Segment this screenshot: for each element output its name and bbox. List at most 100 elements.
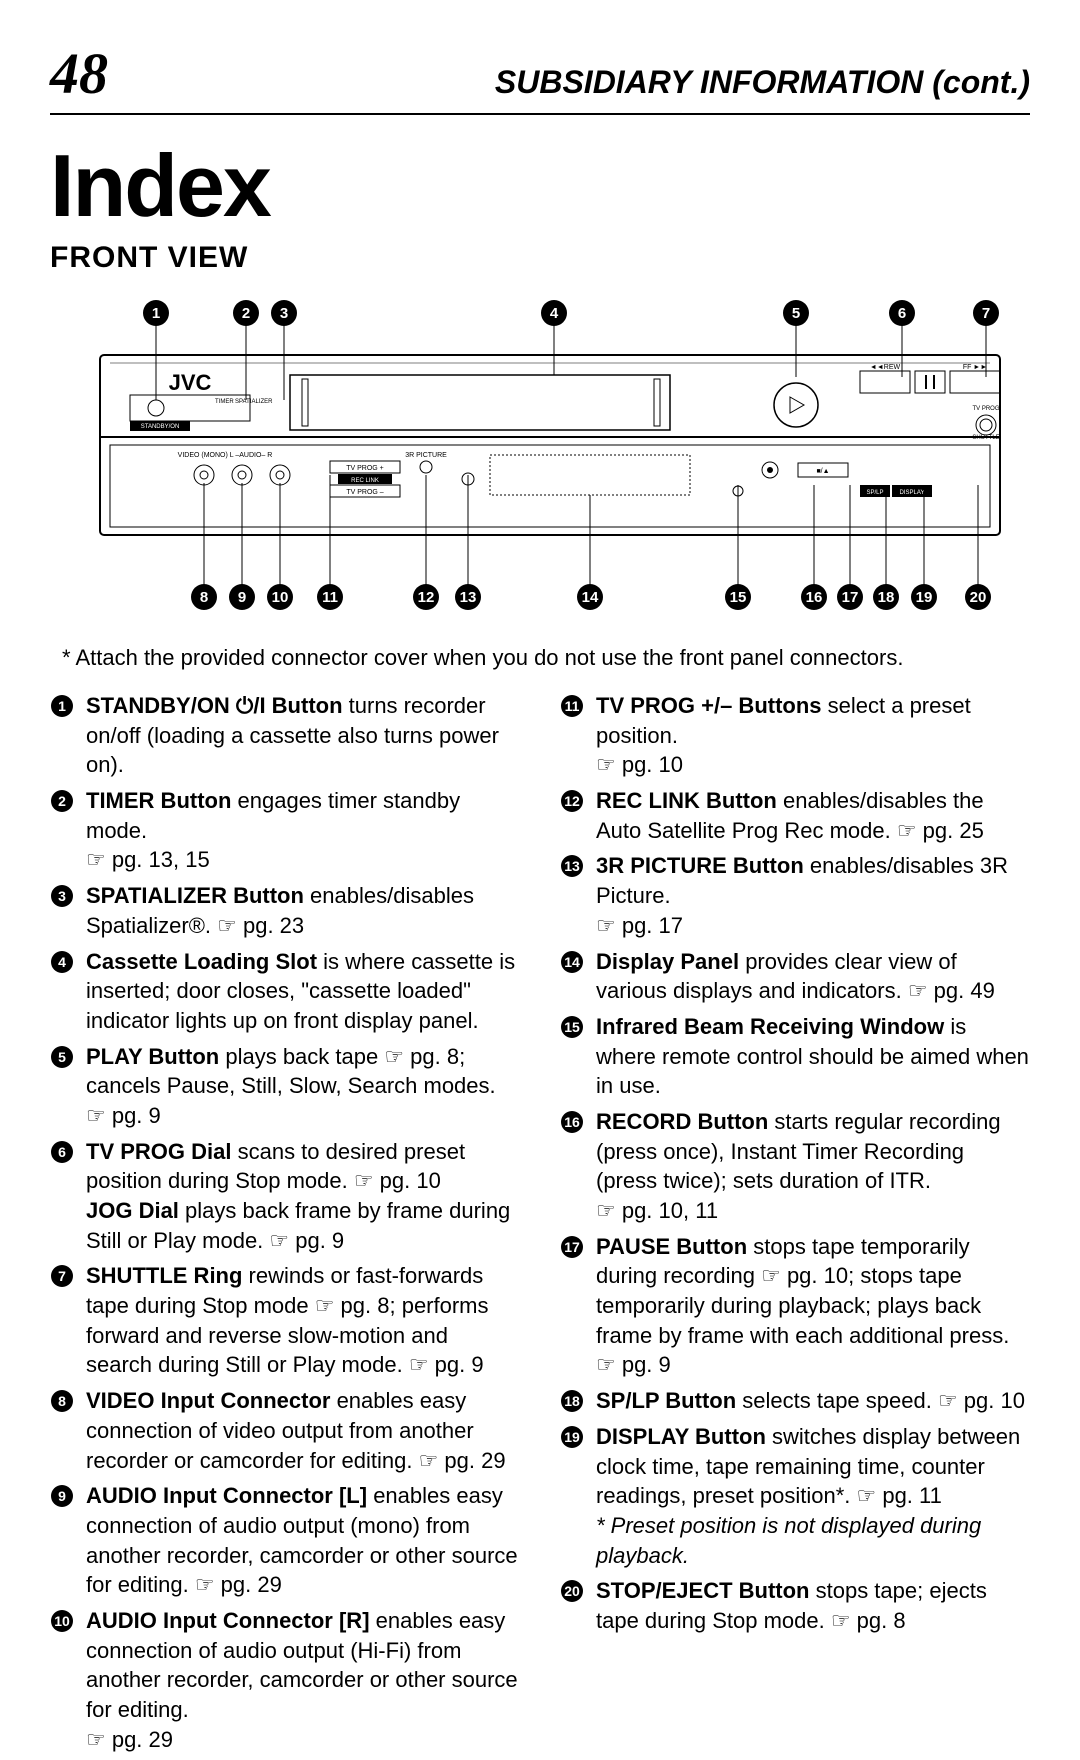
svg-text:2: 2	[58, 793, 66, 809]
svg-text:STANDBY/ON: STANDBY/ON	[141, 424, 180, 430]
left-column: 1 STANDBY/ON ⏻/I Button turns recorder o…	[50, 691, 520, 1760]
index-item-19: 19 DISPLAY Button switches display betwe…	[560, 1422, 1030, 1570]
svg-text:TV PROG: TV PROG	[972, 406, 999, 412]
svg-text:15: 15	[730, 589, 747, 606]
svg-text:◄◄REW: ◄◄REW	[870, 364, 901, 371]
page-header: 48 SUBSIDIARY INFORMATION (cont.)	[50, 40, 1030, 115]
svg-text:8: 8	[58, 1393, 66, 1409]
svg-text:8: 8	[200, 589, 208, 606]
index-item-text: REC LINK Button enables/disables the Aut…	[596, 786, 1030, 845]
bullet-icon: 1	[50, 694, 78, 718]
svg-text:16: 16	[806, 589, 823, 606]
svg-text:5: 5	[58, 1049, 66, 1065]
svg-text:18: 18	[564, 1393, 580, 1409]
index-item-14: 14 Display Panel provides clear view of …	[560, 947, 1030, 1006]
bullet-icon: 13	[560, 854, 588, 878]
svg-text:TIMER: TIMER	[215, 399, 234, 405]
bullet-icon: 18	[560, 1389, 588, 1413]
bullet-icon: 3	[50, 884, 78, 908]
svg-text:6: 6	[58, 1144, 66, 1160]
index-item-16: 16 RECORD Button starts regular recordin…	[560, 1107, 1030, 1226]
svg-text:12: 12	[418, 589, 435, 606]
index-item-15: 15 Infrared Beam Receiving Window is whe…	[560, 1012, 1030, 1101]
svg-text:JVC: JVC	[169, 370, 212, 395]
page-title: Index	[50, 135, 1030, 237]
svg-text:5: 5	[792, 305, 800, 322]
bullet-icon: 17	[560, 1235, 588, 1259]
index-item-text: 3R PICTURE Button enables/disables 3R Pi…	[596, 851, 1030, 940]
svg-text:■/▲: ■/▲	[816, 468, 829, 475]
index-item-text: AUDIO Input Connector [R] enables easy c…	[86, 1606, 520, 1754]
index-item-20: 20 STOP/EJECT Button stops tape; ejects …	[560, 1576, 1030, 1635]
svg-text:14: 14	[564, 954, 580, 970]
bullet-icon: 16	[560, 1110, 588, 1134]
bullet-icon: 6	[50, 1140, 78, 1164]
svg-text:19: 19	[916, 589, 933, 606]
svg-text:4: 4	[58, 954, 66, 970]
index-item-text: STANDBY/ON ⏻/I Button turns recorder on/…	[86, 691, 520, 780]
svg-text:VIDEO (MONO) L –AUDIO– R: VIDEO (MONO) L –AUDIO– R	[178, 452, 273, 459]
svg-text:16: 16	[564, 1114, 580, 1130]
right-column: 11 TV PROG +/– Buttons select a preset p…	[560, 691, 1030, 1760]
index-columns: 1 STANDBY/ON ⏻/I Button turns recorder o…	[50, 691, 1030, 1760]
svg-text:SP/LP: SP/LP	[866, 490, 883, 496]
bullet-icon: 11	[560, 694, 588, 718]
index-item-text: PLAY Button plays back tape ☞ pg. 8; can…	[86, 1042, 520, 1131]
index-item-2: 2 TIMER Button engages timer standby mod…	[50, 786, 520, 875]
index-item-text: Cassette Loading Slot is where cassette …	[86, 947, 520, 1036]
svg-text:REC LINK: REC LINK	[351, 478, 379, 484]
svg-text:SPATIALIZER: SPATIALIZER	[235, 399, 273, 405]
svg-text:19: 19	[564, 1429, 580, 1445]
svg-text:18: 18	[878, 589, 895, 606]
index-item-13: 13 3R PICTURE Button enables/disables 3R…	[560, 851, 1030, 940]
section-header: SUBSIDIARY INFORMATION (cont.)	[495, 64, 1030, 101]
svg-text:14: 14	[582, 589, 599, 606]
svg-text:2: 2	[242, 305, 250, 322]
bullet-icon: 2	[50, 789, 78, 813]
svg-text:3: 3	[280, 305, 288, 322]
bullet-icon: 14	[560, 950, 588, 974]
svg-text:3: 3	[58, 888, 66, 904]
svg-text:TV PROG +: TV PROG +	[346, 465, 384, 472]
svg-text:7: 7	[982, 305, 990, 322]
svg-text:SHUTTLE: SHUTTLE	[972, 435, 999, 441]
index-item-text: Display Panel provides clear view of var…	[596, 947, 1030, 1006]
svg-text:FF ►►: FF ►►	[963, 364, 987, 371]
bullet-icon: 9	[50, 1484, 78, 1508]
index-item-12: 12 REC LINK Button enables/disables the …	[560, 786, 1030, 845]
index-item-text: TIMER Button engages timer standby mode.…	[86, 786, 520, 875]
bullet-icon: 19	[560, 1425, 588, 1449]
bullet-icon: 15	[560, 1015, 588, 1039]
svg-text:9: 9	[58, 1488, 66, 1504]
bullet-icon: 8	[50, 1389, 78, 1413]
svg-text:10: 10	[272, 589, 289, 606]
svg-text:1: 1	[58, 698, 66, 714]
svg-text:3R PICTURE: 3R PICTURE	[405, 452, 447, 459]
index-item-text: SP/LP Button selects tape speed. ☞ pg. 1…	[596, 1386, 1030, 1416]
bullet-icon: 4	[50, 950, 78, 974]
bullet-icon: 7	[50, 1264, 78, 1288]
bullet-icon: 10	[50, 1609, 78, 1633]
index-item-1: 1 STANDBY/ON ⏻/I Button turns recorder o…	[50, 691, 520, 780]
index-item-text: SPATIALIZER Button enables/disables Spat…	[86, 881, 520, 940]
front-view-diagram: JVC TIMER SPATIALIZER STANDBY/ON ◄◄REW F…	[50, 295, 1030, 615]
index-item-8: 8 VIDEO Input Connector enables easy con…	[50, 1386, 520, 1475]
index-item-text: AUDIO Input Connector [L] enables easy c…	[86, 1481, 520, 1600]
svg-text:17: 17	[842, 589, 859, 606]
index-item-text: TV PROG +/– Buttons select a preset posi…	[596, 691, 1030, 780]
svg-text:17: 17	[564, 1239, 580, 1255]
footnote: * Attach the provided connector cover wh…	[62, 645, 1030, 671]
index-item-18: 18 SP/LP Button selects tape speed. ☞ pg…	[560, 1386, 1030, 1416]
svg-text:20: 20	[970, 589, 987, 606]
index-item-4: 4 Cassette Loading Slot is where cassett…	[50, 947, 520, 1036]
svg-text:10: 10	[54, 1613, 70, 1629]
bullet-icon: 20	[560, 1579, 588, 1603]
index-item-text: TV PROG Dial scans to desired preset pos…	[86, 1137, 520, 1256]
index-item-text: RECORD Button starts regular recording (…	[596, 1107, 1030, 1226]
svg-text:15: 15	[564, 1019, 580, 1035]
subtitle: FRONT VIEW	[50, 241, 1030, 275]
index-item-text: PAUSE Button stops tape temporarily duri…	[596, 1232, 1030, 1380]
index-item-7: 7 SHUTTLE Ring rewinds or fast-forwards …	[50, 1261, 520, 1380]
svg-text:13: 13	[564, 858, 580, 874]
svg-text:13: 13	[460, 589, 477, 606]
